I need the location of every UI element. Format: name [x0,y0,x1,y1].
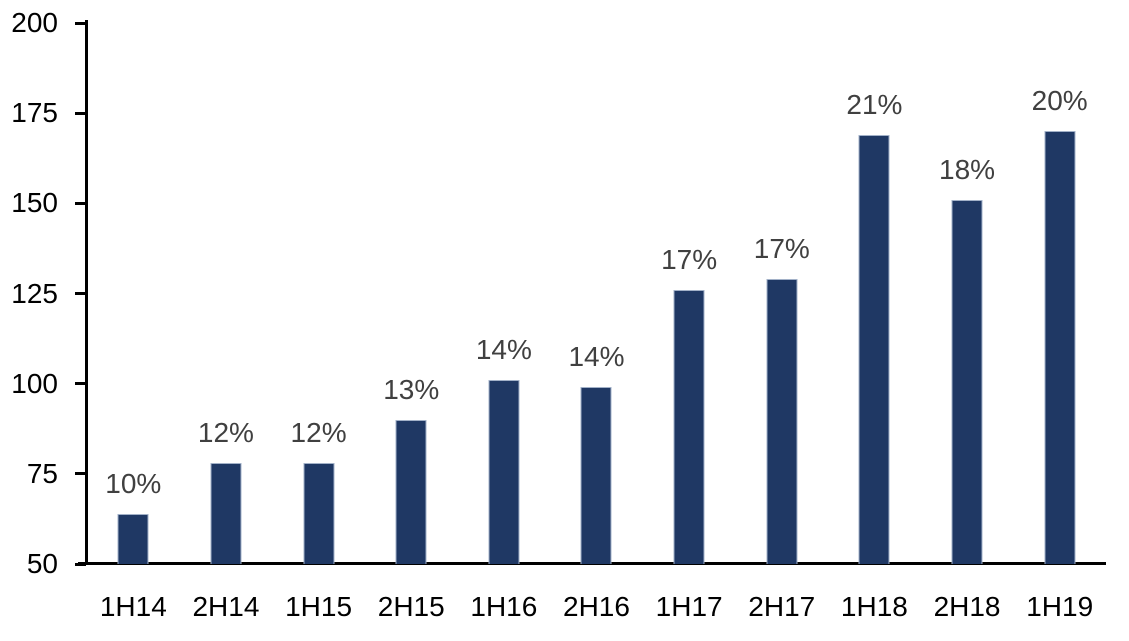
bar-1H15 [303,463,335,564]
bar-1H17 [673,289,705,564]
bar-2H16 [580,387,612,564]
y-axis-tick-label: 200 [11,7,58,38]
x-axis-label-1H19: 1H19 [1026,591,1094,622]
bar-value-label: 18% [939,153,996,185]
x-axis-label-1H16: 1H16 [470,591,538,622]
bar-slot-1H16: 14% [458,23,551,564]
bar-value-label: 21% [846,88,903,120]
x-axis-label-1H17: 1H17 [655,591,723,622]
y-axis-tick [75,472,86,476]
bar-2H18 [951,199,983,564]
y-axis-tick-label: 150 [11,187,58,219]
bar-slot-2H15: 13% [365,23,458,564]
bar-2H15 [395,419,427,564]
bar-value-label: 12% [197,417,254,449]
y-axis-tick-label: 50 [26,548,58,579]
x-axis-label-1H15: 1H15 [285,591,353,622]
x-axis-label-2H16: 2H16 [563,591,630,622]
bar-2H17 [766,279,798,564]
plot-area: 10% 12% 12% 13% 14% 14% 17% 17% 21% 18% 20% [87,23,1106,564]
bar-value-label: 10% [105,467,162,499]
bar-value-label: 20% [1031,85,1088,117]
y-axis-line [85,20,88,565]
bar-slot-1H19: 20% [1013,23,1106,564]
bar-value-label: 14% [568,341,625,373]
bar-slot-1H17: 17% [643,23,736,564]
bar-value-label: 13% [383,373,440,405]
y-axis-tick-label: 100 [11,367,58,399]
bar-slot-1H18: 21% [828,23,921,564]
bar-slot-2H14: 12% [180,23,273,564]
bar-1H18 [858,134,890,564]
y-axis-tick-label: 75 [26,457,58,489]
bar-1H16 [488,380,520,564]
y-axis-tick [75,21,86,25]
y-axis-tick-label: 125 [11,277,58,309]
y-axis-tick [75,292,86,295]
bar-value-label: 14% [475,334,532,366]
y-axis-tick [75,111,86,115]
y-axis-tick-label: 175 [11,97,58,129]
bar-1H19 [1044,131,1076,564]
bar-slot-2H16: 14% [550,23,643,564]
bar-value-label: 17% [661,243,718,275]
x-axis-label-2H14: 2H14 [192,591,260,622]
bar-value-label: 12% [290,417,347,449]
bar-2H14 [210,463,242,564]
y-axis-tick [75,562,86,566]
x-axis-label-2H15: 2H15 [377,591,445,622]
x-axis-label-2H18: 2H18 [933,591,1001,622]
bar-value-label: 17% [753,233,810,265]
y-axis-tick [75,201,86,205]
bar-slot-2H17: 17% [735,23,828,564]
y-axis-tick [75,382,86,386]
bar-slot-2H18: 18% [921,23,1014,564]
bar-slot-1H14: 10% [87,23,180,564]
x-axis-label-1H18: 1H18 [840,591,908,622]
x-axis-label-2H17: 2H17 [748,591,816,622]
x-axis-label-1H14: 1H14 [99,591,167,622]
bar-slot-1H15: 12% [272,23,365,564]
bar-1H14 [117,513,149,564]
